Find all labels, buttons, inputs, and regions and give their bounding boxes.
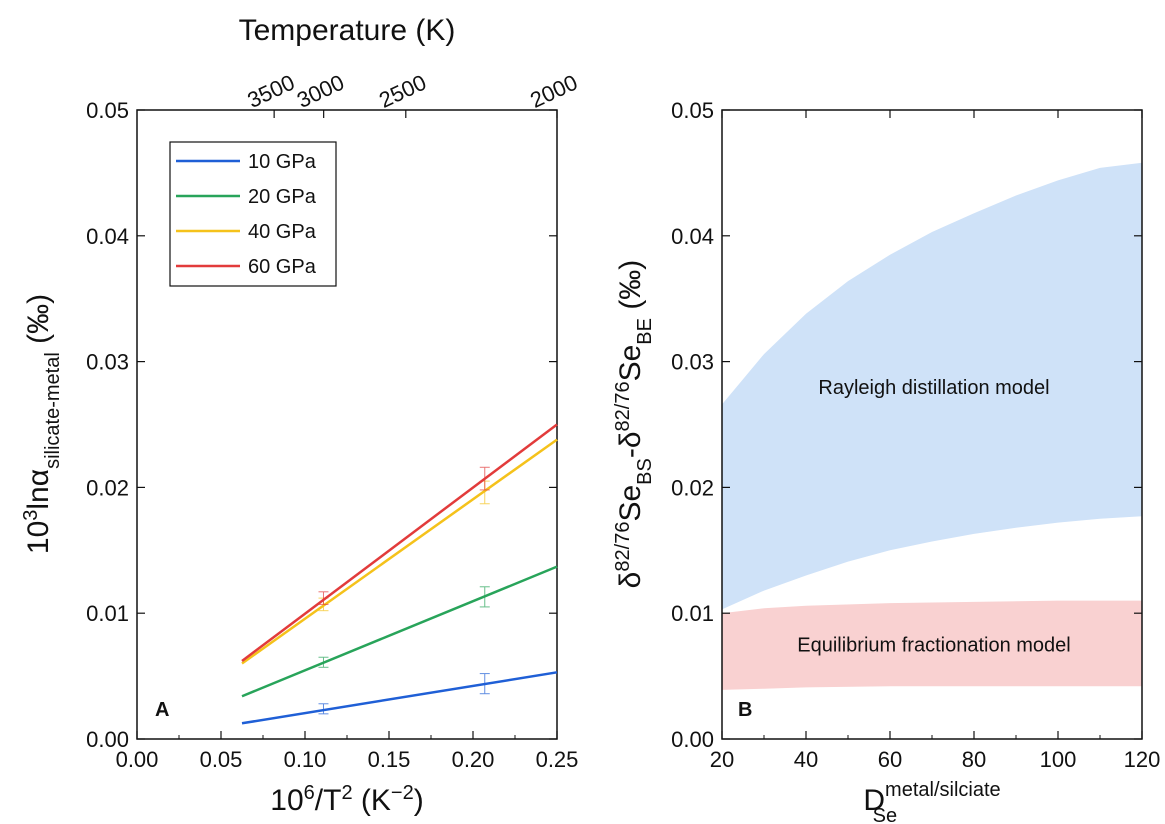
x-tick-label: 80 [962, 747, 986, 772]
error-bar [318, 656, 329, 668]
error-bar [479, 673, 490, 695]
x-tick-label: 60 [878, 747, 902, 772]
panel-a-top-axis-title: Temperature (K) [239, 14, 456, 47]
panel-b-label: B [738, 699, 752, 721]
region-label: Rayleigh distillation model [818, 377, 1049, 399]
y-tick-label: 0.02 [86, 475, 129, 500]
legend-label: 20 GPa [248, 186, 317, 208]
y-tick-label: 0.00 [86, 727, 129, 752]
legend-label: 40 GPa [248, 221, 317, 243]
x-tick-label: 0.15 [368, 747, 411, 772]
panel-a-y-axis-title: 103lnαsilicate-metal (‰) [20, 294, 64, 554]
top-tick-label: 2000 [526, 70, 581, 113]
top-tick-label: 2500 [375, 70, 430, 113]
region-band [722, 600, 1142, 690]
series-line [241, 671, 558, 725]
legend-label: 10 GPa [248, 151, 317, 173]
y-tick-label: 0.03 [86, 350, 129, 375]
panel-b-x-axis-title: Dmetal/silciate Se [863, 779, 1000, 824]
y-tick-label: 0.01 [86, 601, 129, 626]
y-tick-label: 0.05 [671, 98, 714, 123]
x-tick-label: 20 [710, 747, 734, 772]
panel-a: 0.00 0.05 0.10 0.15 0.20 0.25 0.00 0.01 0.02 0.0… [20, 14, 581, 817]
series-line [241, 565, 558, 698]
x-tick-label: 40 [794, 747, 818, 772]
legend-box [169, 141, 337, 287]
panel-a-x-axis-title: 106/T2 (K−2) [270, 782, 423, 817]
y-tick-label: 0.02 [671, 475, 714, 500]
series-line [241, 423, 558, 663]
x-tick-label: 0.20 [452, 747, 495, 772]
x-tick-label: 0.25 [536, 747, 579, 772]
y-tick-label: 0.04 [671, 224, 714, 249]
x-tick-label: 100 [1040, 747, 1077, 772]
x-tick-label: 0.05 [200, 747, 243, 772]
error-bar [318, 703, 329, 715]
legend-label: 60 GPa [248, 256, 317, 278]
error-bar [479, 586, 490, 608]
y-tick-label: 0.04 [86, 224, 129, 249]
y-tick-label: 0.03 [671, 350, 714, 375]
x-tick-label: 0.00 [116, 747, 159, 772]
error-bar [318, 591, 329, 605]
error-bar [479, 466, 490, 491]
top-tick-label: 3500 [244, 70, 299, 113]
y-tick-label: 0.05 [86, 98, 129, 123]
panel-b: 20 40 60 80 100 120 0.000.010.020.030.040.05 … [612, 98, 1160, 824]
y-tick-label: 0.00 [671, 727, 714, 752]
x-tick-label: 0.10 [284, 747, 327, 772]
region-label: Equilibrium fractionation model [797, 635, 1070, 657]
y-tick-label: 0.01 [671, 601, 714, 626]
top-tick-label: 3000 [293, 70, 348, 113]
panel-a-legend: 10 GPa 20 GPa 40 GPa 60 GPa [169, 141, 337, 287]
panel-a-label: A [155, 699, 169, 721]
panel-b-y-axis-title: δ82/76SeBS-δ82/76SeBE (‰) [612, 260, 656, 589]
series-line [241, 438, 558, 665]
x-tick-label: 120 [1124, 747, 1161, 772]
region-band [722, 162, 1142, 610]
